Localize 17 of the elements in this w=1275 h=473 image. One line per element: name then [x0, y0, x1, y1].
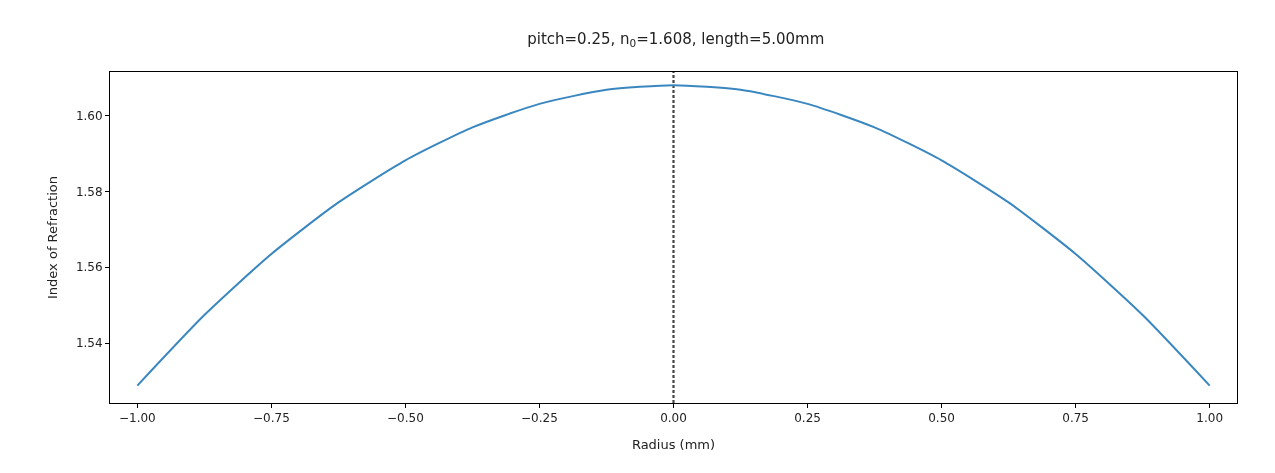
- x-tick-label: 1.00: [1196, 411, 1224, 426]
- x-tick-label: 0.00: [660, 411, 687, 426]
- x-tick-label: 0.25: [794, 411, 821, 426]
- y-tick-label: 1.56: [75, 260, 103, 275]
- x-tick-label: −1.00: [118, 411, 156, 426]
- line-series: [136, 84, 1211, 387]
- y-axis-title: Index of Refraction: [44, 176, 60, 299]
- y-tick-label: 1.54: [75, 336, 103, 351]
- x-tick-label: −0.25: [521, 411, 558, 426]
- x-axis-title: Radius (mm): [631, 437, 716, 452]
- x-tick-label: 0.50: [928, 411, 955, 426]
- y-tick-label: 1.58: [75, 184, 103, 199]
- y-tick-label: 1.60: [75, 108, 103, 123]
- x-tick-label: 0.75: [1062, 411, 1089, 426]
- chart-title: pitch=0.25, n$_{0}$=1.608, length=5.00mm: [527, 29, 825, 49]
- x-tick-label: −0.50: [387, 411, 424, 426]
- x-tick-label: −0.75: [252, 411, 290, 426]
